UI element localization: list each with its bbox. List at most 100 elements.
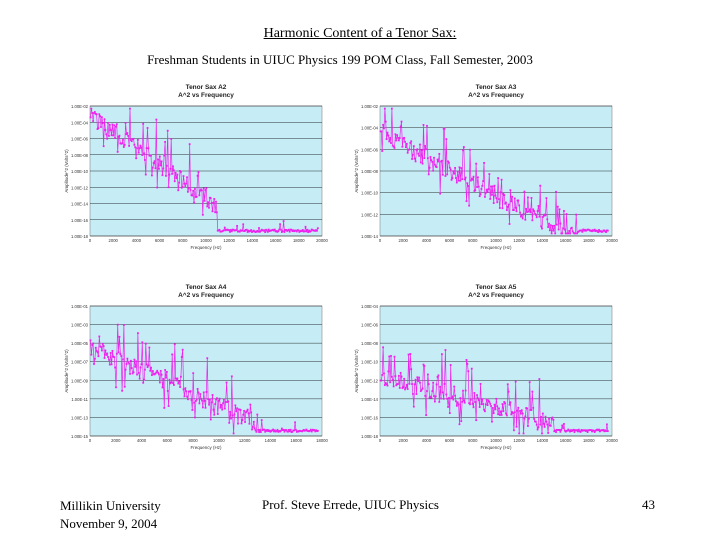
data-point	[121, 142, 123, 145]
data-point	[230, 230, 233, 233]
data-point	[113, 124, 116, 127]
data-point	[422, 363, 425, 366]
y-tick-label: 1.00E-14	[361, 397, 379, 402]
data-point	[116, 150, 119, 153]
data-point	[383, 384, 386, 386]
data-point	[397, 136, 399, 139]
data-point	[193, 201, 195, 204]
y-tick-label: 1.00E-09	[71, 378, 89, 383]
data-point	[210, 401, 213, 404]
data-point	[508, 223, 511, 225]
data-point	[139, 366, 142, 369]
data-point	[95, 113, 98, 116]
data-point	[249, 403, 252, 406]
data-point	[297, 229, 300, 232]
data-point	[488, 400, 491, 403]
y-tick-label: 1.00E-12	[71, 185, 89, 190]
y-tick-label: 1.00E-18	[71, 234, 89, 239]
x-tick-label: 14000	[537, 438, 549, 443]
data-point	[500, 414, 503, 416]
data-point	[512, 429, 515, 432]
data-point	[304, 225, 307, 228]
data-point	[506, 205, 509, 208]
data-point	[472, 406, 475, 409]
data-point	[408, 148, 411, 151]
data-point	[449, 364, 452, 366]
y-axis-label: Amplitude^2 (Volts^2)	[64, 349, 69, 393]
data-point	[504, 202, 507, 205]
data-point	[480, 188, 483, 190]
x-tick-label: 16000	[560, 438, 572, 443]
x-tick-label: 18000	[583, 438, 595, 443]
y-tick-label: 1.00E-03	[71, 323, 89, 328]
data-point	[486, 191, 489, 193]
data-point	[252, 420, 255, 423]
data-point	[545, 197, 548, 200]
data-point	[230, 375, 233, 378]
data-point	[563, 429, 566, 432]
data-point	[430, 159, 433, 162]
data-point	[288, 429, 290, 431]
data-point	[455, 181, 458, 184]
chart-title: Tenor Sax A2	[186, 84, 227, 91]
data-point	[536, 210, 539, 212]
chart-tenor-sax-a4: Tenor Sax A4 A^2 vs Frequency 1.00E-01 1.00…	[60, 280, 330, 458]
data-point	[242, 223, 245, 226]
data-point	[519, 410, 521, 412]
data-point	[412, 153, 414, 156]
data-point	[489, 198, 492, 200]
data-point	[162, 378, 165, 380]
chart-subtitle: A^2 vs Frequency	[178, 291, 234, 299]
data-point	[448, 397, 450, 399]
data-point	[569, 430, 571, 433]
data-point	[519, 211, 521, 214]
data-point	[559, 430, 562, 433]
data-point	[530, 197, 533, 199]
data-point	[389, 381, 392, 384]
data-point	[249, 230, 252, 232]
data-point	[141, 341, 144, 344]
footer-date: November 9, 2004	[60, 516, 158, 531]
data-point	[495, 397, 498, 400]
data-point	[147, 147, 150, 150]
data-point	[94, 357, 96, 360]
x-tick-label: 10000	[490, 438, 502, 443]
data-point	[485, 188, 488, 191]
data-point	[259, 429, 261, 431]
data-point	[184, 387, 187, 390]
data-point	[94, 346, 97, 349]
data-point	[133, 143, 136, 146]
data-point	[431, 161, 434, 163]
x-tick-label: 4000	[137, 438, 147, 443]
data-point	[194, 400, 197, 402]
data-point	[246, 408, 249, 411]
data-point	[151, 174, 153, 177]
data-point	[191, 409, 194, 411]
data-point	[165, 164, 168, 167]
data-point	[538, 378, 541, 380]
data-point	[202, 187, 205, 190]
data-point	[103, 118, 106, 121]
data-point	[468, 402, 471, 405]
data-point	[383, 127, 385, 130]
x-tick-label: 10000	[490, 238, 502, 243]
data-point	[384, 120, 387, 123]
data-point	[414, 378, 417, 381]
data-point	[202, 391, 205, 394]
data-point	[115, 386, 117, 389]
y-tick-label: 1.00E-04	[361, 126, 379, 131]
data-point	[398, 386, 401, 389]
data-point	[385, 383, 388, 386]
y-tick-label: 1.00E-01	[71, 304, 89, 309]
data-point	[554, 429, 557, 432]
data-point	[239, 409, 242, 411]
data-point	[305, 230, 308, 233]
data-point	[386, 131, 389, 134]
data-point	[93, 363, 95, 365]
data-point	[171, 172, 174, 175]
data-point	[173, 384, 175, 386]
data-point	[140, 363, 143, 366]
data-point	[441, 173, 444, 176]
data-point	[436, 158, 439, 161]
data-point	[392, 145, 395, 148]
